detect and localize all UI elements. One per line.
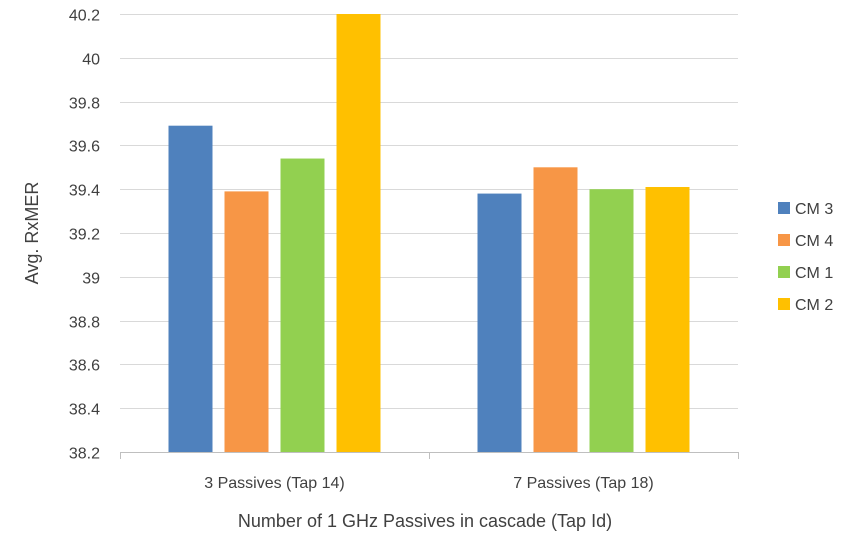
y-tick-label: 38.4 bbox=[69, 402, 100, 419]
legend-swatch bbox=[778, 298, 790, 310]
bar-cm-4 bbox=[533, 167, 578, 453]
bar-cm-1 bbox=[589, 189, 634, 452]
bar-cm-1 bbox=[280, 158, 325, 453]
x-tick-label: 3 Passives (Tap 14) bbox=[204, 475, 345, 492]
gridlines bbox=[120, 14, 738, 409]
bar-cm-4 bbox=[224, 191, 269, 452]
y-tick-label: 39 bbox=[82, 271, 100, 288]
legend: CM 3 CM 4 CM 1 CM 2 bbox=[778, 201, 833, 314]
legend-label: CM 2 bbox=[795, 297, 833, 314]
bars bbox=[168, 14, 690, 453]
y-tick-label: 40 bbox=[82, 52, 100, 69]
bar-cm-3 bbox=[168, 125, 213, 452]
legend-label: CM 4 bbox=[795, 233, 833, 250]
y-tick-label: 39.2 bbox=[69, 227, 100, 244]
y-tick-label: 38.2 bbox=[69, 446, 100, 463]
y-tick-label: 38.8 bbox=[69, 315, 100, 332]
y-tick-label: 38.6 bbox=[69, 358, 100, 375]
x-axis-title: Number of 1 GHz Passives in cascade (Tap… bbox=[238, 511, 612, 531]
x-tick-label: 7 Passives (Tap 18) bbox=[513, 475, 654, 492]
legend-swatch bbox=[778, 234, 790, 246]
y-tick-label: 40.2 bbox=[69, 8, 100, 25]
y-axis-title: Avg. RxMER bbox=[22, 182, 42, 285]
legend-swatch bbox=[778, 202, 790, 214]
y-tick-label: 39.4 bbox=[69, 183, 100, 200]
bar-cm-3 bbox=[477, 193, 522, 452]
legend-label: CM 1 bbox=[795, 265, 833, 282]
axes: 38.2 38.4 38.6 38.8 39 39.2 39.4 39.6 39.8 40 40.2… bbox=[69, 8, 739, 492]
y-tick-label: 39.8 bbox=[69, 96, 100, 113]
bar-cm-2 bbox=[645, 187, 690, 452]
legend-swatch bbox=[778, 266, 790, 278]
legend-label: CM 3 bbox=[795, 201, 833, 218]
bar-cm-2 bbox=[336, 14, 381, 452]
y-tick-label: 39.6 bbox=[69, 139, 100, 156]
